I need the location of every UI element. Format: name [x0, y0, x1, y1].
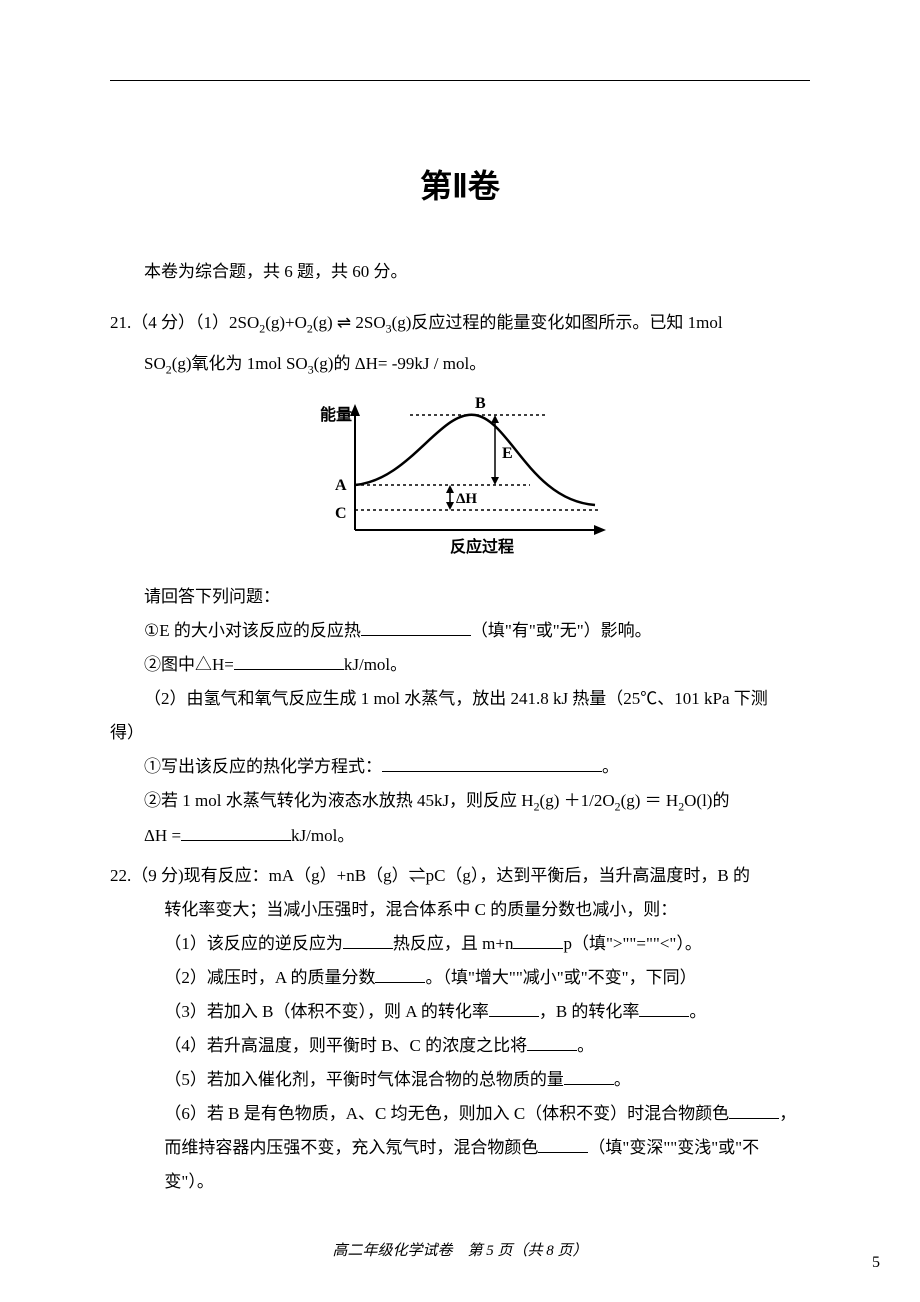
- text: (g)氧化为 1mol SO: [172, 354, 308, 373]
- text: 。: [577, 1036, 594, 1055]
- text: SO: [144, 354, 166, 373]
- section-intro: 本卷为综合题，共 6 题，共 60 分。: [110, 257, 810, 288]
- q22-s5: （5）若加入催化剂，平衡时气体混合物的总物质的量 。: [110, 1063, 810, 1097]
- text: kJ/mol。: [344, 655, 407, 674]
- text: 而维持容器内压强不变，充入氖气时，混合物颜色: [164, 1138, 538, 1157]
- q22-s1: （1）该反应的逆反应为 热反应，且 m+n p（填">""=""<"）。: [110, 927, 810, 961]
- blank[interactable]: [343, 932, 393, 949]
- page-number: 5: [872, 1254, 880, 1272]
- text: ②若 1 mol 水蒸气转化为液态水放热 45kJ，则反应 H: [144, 791, 534, 810]
- q21-line1: 21.（4 分）（1）2SO2(g)+O2(g) ⇌ 2SO3(g)反应过程的能…: [110, 306, 810, 341]
- blank[interactable]: [639, 1000, 689, 1017]
- blank[interactable]: [181, 824, 291, 841]
- q22-s2: （2）减压时，A 的质量分数 。（填"增大""减小"或"不变"，下同）: [110, 961, 810, 995]
- blank[interactable]: [513, 932, 563, 949]
- q21-p2-sub2: ②若 1 mol 水蒸气转化为液态水放热 45kJ，则反应 H2(g) ＋1/2…: [110, 784, 810, 819]
- q21-prompt: 请回答下列问题：: [110, 580, 810, 614]
- q22-s4: （4）若升高温度，则平衡时 B、C 的浓度之比将 。: [110, 1029, 810, 1063]
- text: O(l)的: [684, 791, 729, 810]
- text: ，: [779, 1104, 796, 1123]
- text: （1）该反应的逆反应为: [164, 934, 343, 953]
- q22-s6-line3: 变"）。: [110, 1165, 810, 1199]
- text: ΔH =: [144, 826, 181, 845]
- text: (g) ⇌ 2SO: [313, 313, 386, 332]
- q22-head-line2: 转化率变大；当减小压强时，混合体系中 C 的质量分数也减小，则：: [110, 893, 810, 927]
- text: （5）若加入催化剂，平衡时气体混合物的总物质的量: [164, 1070, 564, 1089]
- text: 热反应，且 m+n: [393, 934, 514, 953]
- blank[interactable]: [729, 1102, 779, 1119]
- q21-line2: SO2(g)氧化为 1mol SO3(g)的 ΔH= -99kJ / mol。: [110, 347, 810, 382]
- text: (g) ＝ H: [621, 791, 679, 810]
- label-E: E: [502, 445, 513, 462]
- q22-s6-line1: （6）若 B 是有色物质，A、C 均无色，则加入 C（体积不变）时混合物颜色 ，: [110, 1097, 810, 1131]
- q21-sub1: ①E 的大小对该反应的反应热 （填"有"或"无"）影响。: [110, 614, 810, 648]
- question-22: 22.（9 分)现有反应：mA（g）+nB（g）⇌pC（g），达到平衡后，当升高…: [110, 859, 810, 1199]
- q21-p2-line1: （2）由氢气和氧气反应生成 1 mol 水蒸气，放出 241.8 kJ 热量（2…: [110, 682, 810, 716]
- text: ，B 的转化率: [539, 1002, 640, 1021]
- text: 。: [689, 1002, 706, 1021]
- text: p（填">""=""<"）。: [563, 934, 701, 953]
- section-title: 第Ⅱ卷: [110, 161, 810, 207]
- text: ②图中△H=: [144, 655, 234, 674]
- text: （3）若加入 B（体积不变），则 A 的转化率: [164, 1002, 488, 1021]
- q21-p2-sub3: ΔH = kJ/mol。: [110, 819, 810, 853]
- text: 。: [614, 1070, 631, 1089]
- q21-p2-line2: 得）: [110, 716, 810, 750]
- text: (g)+O: [265, 313, 307, 332]
- q21-p2-sub1: ①写出该反应的热化学方程式： 。: [110, 750, 810, 784]
- q22-s6-line2: 而维持容器内压强不变，充入氖气时，混合物颜色 （填"变深""变浅"或"不: [110, 1131, 810, 1165]
- q22-s3: （3）若加入 B（体积不变），则 A 的转化率 ，B 的转化率 。: [110, 995, 810, 1029]
- label-A: A: [335, 477, 347, 494]
- text: ①写出该反应的热化学方程式：: [144, 757, 382, 776]
- energy-diagram: 能量 反应过程 A B C E Δ: [300, 390, 620, 572]
- text: （4）若升高温度，则平衡时 B、C 的浓度之比将: [164, 1036, 527, 1055]
- label-dH: ΔH: [456, 491, 477, 507]
- top-rule: [110, 80, 810, 81]
- page-footer: 高二年级化学试卷 第 5 页（共 8 页）: [110, 1239, 810, 1260]
- text: （2）减压时，A 的质量分数: [164, 968, 375, 987]
- question-21: 21.（4 分）（1）2SO2(g)+O2(g) ⇌ 2SO3(g)反应过程的能…: [110, 306, 810, 854]
- text: (g)反应过程的能量变化如图所示。已知 1mol: [392, 313, 723, 332]
- blank[interactable]: [538, 1136, 588, 1153]
- text: 。（填"增大""减小"或"不变"，下同）: [425, 968, 696, 987]
- text: 。: [602, 757, 619, 776]
- blank[interactable]: [234, 653, 344, 670]
- blank[interactable]: [382, 755, 602, 772]
- blank[interactable]: [375, 966, 425, 983]
- text: (g)的 ΔH= -99kJ / mol。: [314, 354, 487, 373]
- y-axis-label: 能量: [320, 405, 352, 424]
- x-axis-label: 反应过程: [450, 537, 514, 556]
- blank[interactable]: [489, 1000, 539, 1017]
- blank[interactable]: [527, 1034, 577, 1051]
- blank[interactable]: [361, 619, 471, 636]
- text: （填"变深""变浅"或"不: [588, 1138, 759, 1157]
- q22-head-line1: 22.（9 分)现有反应：mA（g）+nB（g）⇌pC（g），达到平衡后，当升高…: [110, 859, 810, 893]
- text: ①E 的大小对该反应的反应热: [144, 621, 361, 640]
- text: （6）若 B 是有色物质，A、C 均无色，则加入 C（体积不变）时混合物颜色: [164, 1104, 729, 1123]
- text: （填"有"或"无"）影响。: [471, 621, 652, 640]
- blank[interactable]: [564, 1068, 614, 1085]
- label-C: C: [335, 505, 347, 522]
- text: (g) ＋1/2O: [540, 791, 615, 810]
- text: 21.（4 分）（1）2SO: [110, 313, 259, 332]
- label-B: B: [475, 395, 486, 412]
- text: kJ/mol。: [291, 826, 354, 845]
- q21-sub2: ②图中△H= kJ/mol。: [110, 648, 810, 682]
